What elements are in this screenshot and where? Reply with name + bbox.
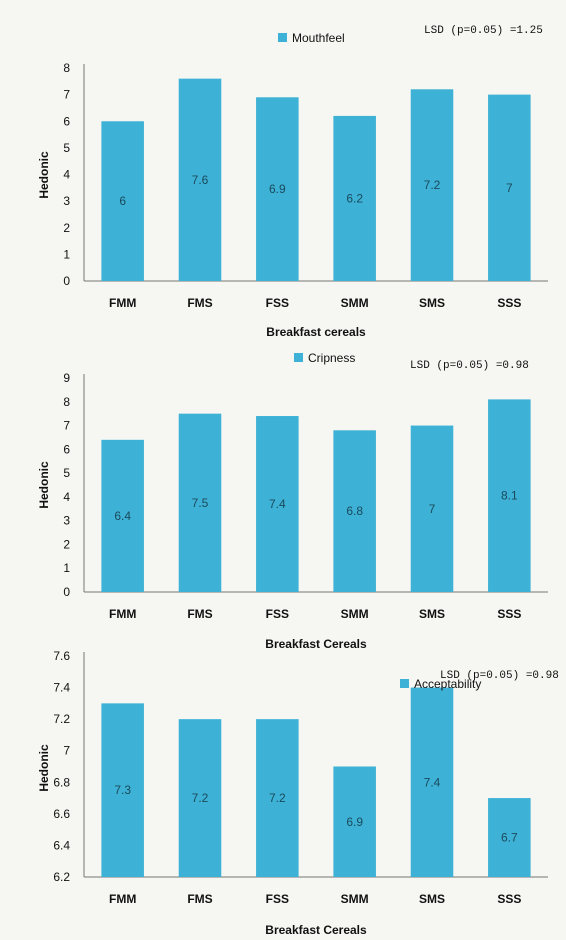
chart2-category-label: FMS bbox=[187, 607, 212, 621]
chart3-lsd-annotation: LSD (p=0.05) =0.98 bbox=[440, 670, 559, 682]
chart1-category-label: FMS bbox=[187, 296, 212, 310]
chart2-data-label: 6.8 bbox=[346, 504, 363, 518]
chart1-y-axis-title: Hedonic bbox=[37, 151, 51, 199]
chart2-y-tick-label: 7 bbox=[63, 419, 70, 433]
chart3-bar-fmm bbox=[101, 703, 144, 877]
chart3-category-label: SSS bbox=[497, 892, 521, 906]
chart1-x-axis-title: Breakfast cereals bbox=[266, 325, 366, 339]
chart1-y-tick-label: 0 bbox=[63, 274, 70, 288]
chart2-y-tick-label: 8 bbox=[63, 395, 70, 409]
chart1-y-tick-label: 8 bbox=[63, 61, 70, 75]
chart2-bar-sss bbox=[488, 399, 531, 592]
chart3-y-tick-label: 7 bbox=[63, 744, 70, 758]
chart2-data-label: 7.5 bbox=[192, 496, 209, 510]
chart3-category-label: FMM bbox=[109, 892, 136, 906]
chart1-category-label: SSS bbox=[497, 296, 521, 310]
chart2-data-label: 7 bbox=[429, 502, 436, 516]
chart1-y-tick-label: 7 bbox=[63, 88, 70, 102]
chart1-data-label: 6.2 bbox=[346, 191, 363, 205]
chart2-category-label: FSS bbox=[266, 607, 289, 621]
chart3-bar-sss bbox=[488, 798, 531, 877]
chart2-y-tick-label: 9 bbox=[63, 371, 70, 385]
chart3-y-tick-label: 6.4 bbox=[53, 838, 70, 852]
chart3-category-label: SMM bbox=[341, 892, 369, 906]
chart1-y-tick-label: 1 bbox=[63, 247, 70, 261]
chart3-data-label: 6.7 bbox=[501, 831, 518, 845]
chart2-data-label: 8.1 bbox=[501, 489, 518, 503]
chart1-category-label: FSS bbox=[266, 296, 289, 310]
chart3-y-tick-label: 7.2 bbox=[53, 712, 70, 726]
chart3-legend-swatch bbox=[400, 679, 409, 688]
chart3-data-label: 7.2 bbox=[192, 791, 209, 805]
chart2-y-tick-label: 0 bbox=[63, 585, 70, 599]
chart2-bar-sms bbox=[410, 425, 454, 592]
chart1-bar-sms bbox=[410, 89, 454, 281]
chart1-y-tick-label: 4 bbox=[63, 168, 70, 182]
chart3-y-axis-title: Hedonic bbox=[37, 744, 51, 792]
chart1-legend-swatch bbox=[278, 33, 287, 42]
chart3-y-tick-label: 6.6 bbox=[53, 807, 70, 821]
chart2-data-label: 7.4 bbox=[269, 497, 286, 511]
chart1-y-tick-label: 6 bbox=[63, 114, 70, 128]
chart1-data-label: 6.9 bbox=[269, 182, 286, 196]
chart1-category-label: FMM bbox=[109, 296, 136, 310]
chart2-category-label: SMS bbox=[419, 607, 445, 621]
chart2-y-tick-label: 6 bbox=[63, 442, 70, 456]
chart1-category-label: SMM bbox=[341, 296, 369, 310]
chart2-legend-label: Cripness bbox=[308, 351, 355, 365]
chart3-data-label: 7.4 bbox=[424, 775, 441, 789]
chart1-bar-fss bbox=[256, 97, 299, 281]
chart1-bar-smm bbox=[333, 115, 376, 281]
chart2-y-tick-label: 1 bbox=[63, 561, 70, 575]
chart3-y-tick-label: 7.6 bbox=[53, 649, 70, 663]
chart1-data-label: 6 bbox=[119, 194, 126, 208]
chart1-legend-label: Mouthfeel bbox=[292, 31, 345, 45]
chart2-y-tick-label: 5 bbox=[63, 466, 70, 480]
chart1-bar-fms bbox=[178, 78, 222, 282]
chart3-legend-label: Acceptability bbox=[414, 677, 481, 691]
chart3-data-label: 7.2 bbox=[269, 791, 286, 805]
chart1-y-tick-label: 2 bbox=[63, 221, 70, 235]
chart3-y-tick-label: 7.4 bbox=[53, 681, 70, 695]
chart2-lsd-annotation: LSD (p=0.05) =0.98 bbox=[410, 360, 529, 372]
chart3-category-label: FMS bbox=[187, 892, 212, 906]
chart3-category-label: SMS bbox=[419, 892, 445, 906]
chart3-data-label: 6.9 bbox=[346, 815, 363, 829]
chart2-category-label: SMM bbox=[341, 607, 369, 621]
chart2-category-label: FMM bbox=[109, 607, 136, 621]
chart1-category-label: SMS bbox=[419, 296, 445, 310]
chart2-bar-smm bbox=[333, 430, 376, 592]
chart2-bar-fms bbox=[178, 413, 222, 592]
chart2-bar-fss bbox=[256, 416, 299, 592]
chart1-data-label: 7.2 bbox=[424, 178, 441, 192]
chart2-bar-fmm bbox=[101, 439, 144, 592]
chart3-category-label: FSS bbox=[266, 892, 289, 906]
chart3-bar-fms bbox=[178, 719, 222, 877]
chart1-lsd-annotation: LSD (p=0.05) =1.25 bbox=[424, 25, 543, 37]
chart3-data-label: 7.3 bbox=[114, 783, 131, 797]
chart2-y-axis-title: Hedonic bbox=[37, 461, 51, 509]
chart2-y-tick-label: 4 bbox=[63, 490, 70, 504]
chart3-x-axis-title: Breakfast Cereals bbox=[265, 923, 367, 937]
chart2-x-axis-title: Breakfast Cereals bbox=[265, 637, 367, 651]
chart1-y-tick-label: 5 bbox=[63, 141, 70, 155]
chart3-bar-fss bbox=[256, 719, 299, 877]
chart3-y-tick-label: 6.2 bbox=[53, 870, 70, 884]
chart1-bar-fmm bbox=[101, 121, 144, 281]
chart2-y-tick-label: 2 bbox=[63, 537, 70, 551]
chart1-y-tick-label: 3 bbox=[63, 194, 70, 208]
chart2-legend-swatch bbox=[294, 353, 303, 362]
chart2-y-tick-label: 3 bbox=[63, 514, 70, 528]
chart1-data-label: 7.6 bbox=[192, 173, 209, 187]
chart1-bar-sss bbox=[488, 94, 531, 281]
chart3-bar-sms bbox=[410, 687, 454, 877]
chart3-y-tick-label: 6.8 bbox=[53, 775, 70, 789]
chart2-data-label: 6.4 bbox=[114, 509, 131, 523]
chart1-data-label: 7 bbox=[506, 181, 513, 195]
chart3-bar-smm bbox=[333, 766, 376, 877]
chart2-category-label: SSS bbox=[497, 607, 521, 621]
